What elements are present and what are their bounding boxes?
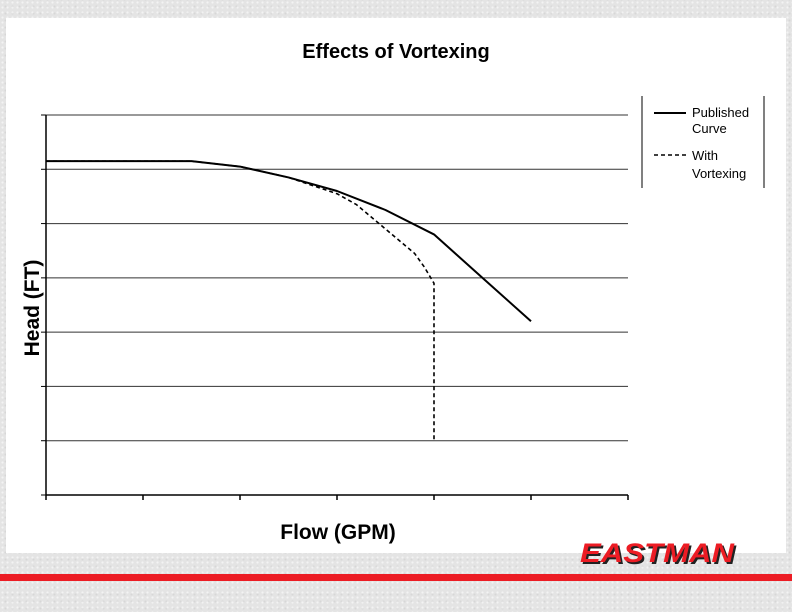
legend-label-vortexing: With Vortexing: [692, 148, 746, 181]
legend: Published Curve With Vortexing: [641, 96, 765, 188]
line-chart: Effects of Vortexing Head (FT) Flow (GPM…: [21, 41, 765, 544]
series-line-published-curve: [46, 160, 532, 323]
series: [46, 160, 532, 441]
gridlines: [46, 114, 628, 442]
legend-label-published: Published Curve: [692, 105, 753, 136]
chart-panel: Effects of Vortexing Head (FT) Flow (GPM…: [6, 18, 786, 553]
series-line-with-vortexing: [46, 160, 435, 441]
logo-text: EASTMAN: [580, 539, 735, 568]
axes: [41, 114, 629, 500]
legend-label-vortexing-line2: Vortexing: [692, 166, 746, 181]
legend-label-published-line1: Published: [692, 105, 749, 120]
brand-red-rule: [0, 574, 792, 581]
legend-label-vortexing-line1: With: [692, 148, 718, 163]
eastman-logo: EASTMAN EASTMAN: [580, 539, 737, 569]
chart-title: Effects of Vortexing: [302, 41, 489, 63]
logo-shadow: EASTMAN: [582, 540, 737, 569]
y-axis-label: Head (FT): [21, 260, 44, 357]
x-axis-label: Flow (GPM): [280, 521, 395, 544]
legend-label-published-line2: Curve: [692, 121, 727, 136]
